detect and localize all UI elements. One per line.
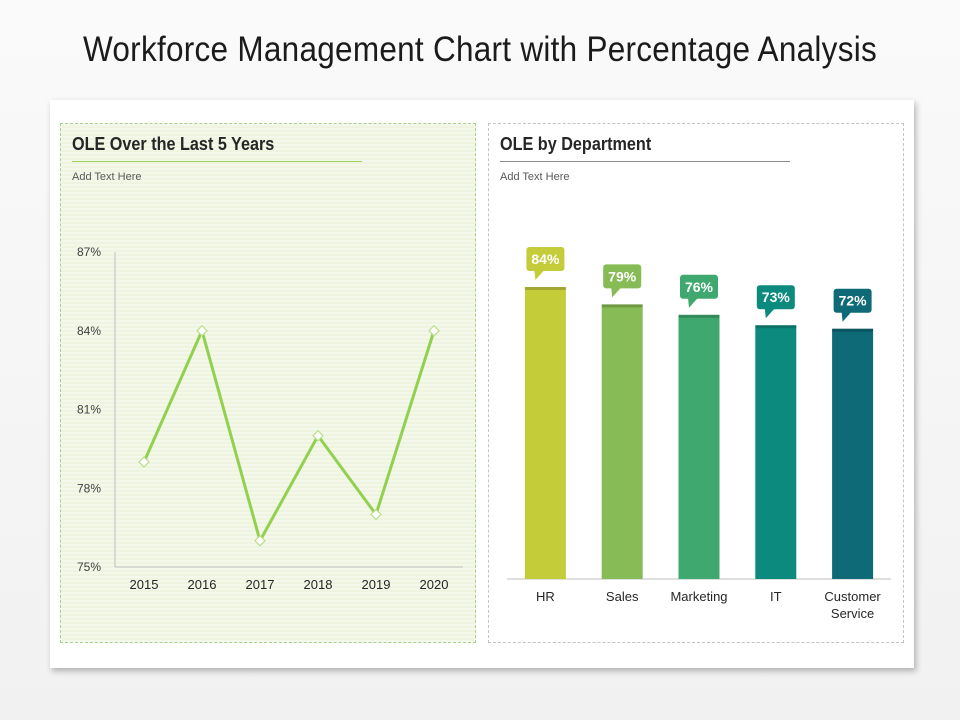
panel-subtitle-ole-trend: Add Text Here <box>72 171 142 183</box>
y-tick-label: 81% <box>77 403 101 417</box>
bar-top-edge <box>755 325 797 329</box>
data-label: 72% <box>839 293 868 309</box>
data-label: 79% <box>608 268 637 284</box>
bar-top-edge <box>678 314 720 318</box>
bar <box>601 304 643 579</box>
category-label: HR <box>536 589 555 604</box>
data-label-bubble <box>603 264 642 289</box>
data-label-pointer <box>611 287 622 298</box>
x-tick-label: 2016 <box>188 577 217 592</box>
bar <box>678 314 720 579</box>
data-label-pointer <box>841 311 852 322</box>
data-label: 73% <box>762 289 791 305</box>
data-point-marker <box>254 534 266 547</box>
x-tick-label: 2017 <box>246 577 275 592</box>
bar-top-edge <box>832 328 874 332</box>
panel-ole-trend: OLE Over the Last 5 Years Add Text Here … <box>60 123 476 643</box>
category-label: Marketing <box>670 589 727 604</box>
panel-title-ole-department: OLE by Department <box>500 134 652 154</box>
data-point-marker <box>312 429 324 442</box>
data-point-marker <box>138 456 150 468</box>
bar-chart: 84% HR 79% Sales 76% Marketing 73% IT 72% Custome… <box>507 247 891 621</box>
category-label: Sales <box>606 589 639 604</box>
data-point-marker <box>370 508 382 521</box>
bar <box>755 325 797 579</box>
bar-top-edge <box>524 287 566 290</box>
bar <box>524 287 566 579</box>
line-chart: 75% 78% 81% 84% 87% 2015 2016 2017 2018 2019 2020 <box>77 245 463 592</box>
bar <box>832 328 874 579</box>
title-underline <box>72 161 362 162</box>
content-card: OLE Over the Last 5 Years Add Text Here … <box>50 100 914 668</box>
data-label-pointer <box>764 308 775 319</box>
category-label: Service <box>831 606 874 621</box>
data-label-bubble <box>526 247 565 271</box>
data-label-bubble <box>756 285 795 310</box>
y-tick-label: 78% <box>77 481 101 495</box>
data-label-bubble <box>833 288 872 313</box>
data-label-pointer <box>534 270 545 280</box>
category-label: IT <box>770 589 782 604</box>
title-underline <box>500 161 790 162</box>
x-tick-label: 2015 <box>130 577 159 592</box>
data-label: 84% <box>531 251 560 267</box>
x-tick-label: 2018 <box>304 577 333 592</box>
y-tick-label: 75% <box>77 560 101 574</box>
page-title: Workforce Management Chart with Percenta… <box>82 30 878 69</box>
data-label-bubble <box>680 274 718 299</box>
data-point-marker <box>196 324 208 337</box>
data-label: 76% <box>685 279 714 295</box>
panel-ole-department: OLE by Department Add Text Here 84% HR 79%… <box>488 123 904 643</box>
x-tick-label: 2019 <box>362 577 391 592</box>
x-tick-label: 2020 <box>420 577 449 592</box>
panel-subtitle-ole-department: Add Text Here <box>500 171 570 183</box>
category-label: Customer <box>824 589 881 604</box>
y-tick-label: 84% <box>77 324 101 338</box>
y-tick-label: 87% <box>77 245 101 259</box>
panel-title-ole-trend: OLE Over the Last 5 Years <box>72 134 275 154</box>
data-label-pointer <box>688 297 698 308</box>
bar-top-edge <box>601 304 643 308</box>
series-line <box>142 326 436 545</box>
data-point-marker <box>428 324 440 337</box>
